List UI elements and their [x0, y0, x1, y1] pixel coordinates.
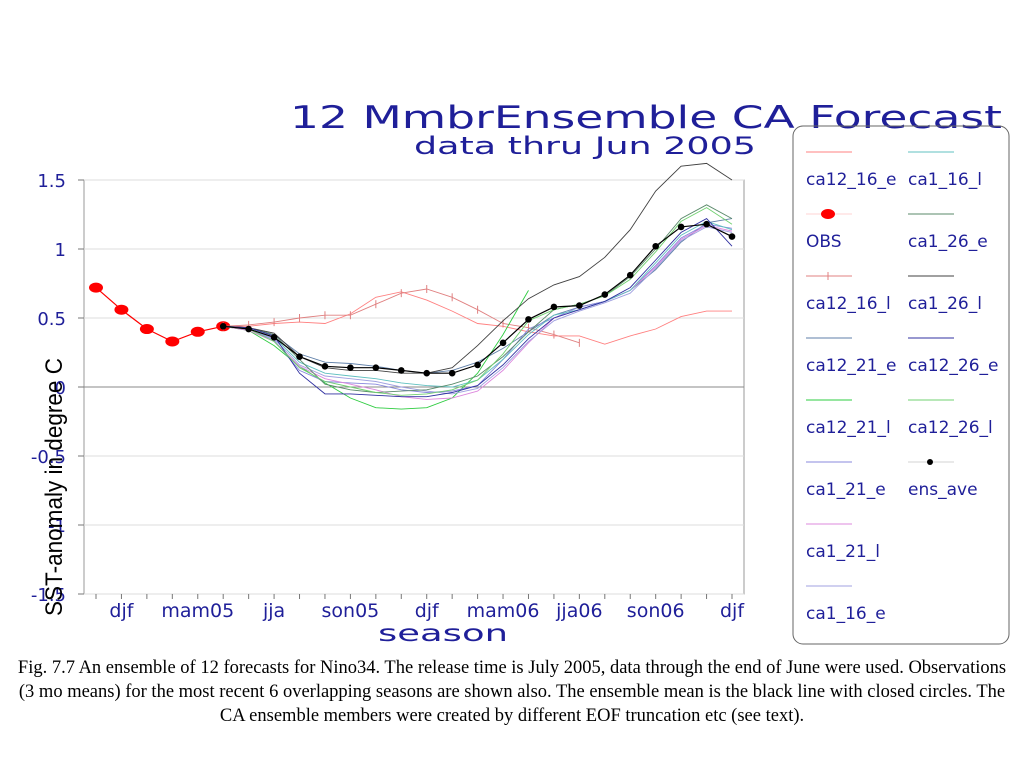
point-ens_ave — [448, 369, 456, 377]
point-ens_ave — [499, 339, 507, 347]
x-tick-label: mam06 — [467, 600, 540, 622]
point-ens_ave — [423, 369, 431, 377]
y-axis-label: SST-anomaly in degree C — [41, 358, 68, 616]
y-tick-label: 0.5 — [37, 309, 66, 330]
point-ens_ave — [626, 271, 634, 279]
legend: ca12_16_eOBSca12_16_lca12_21_eca12_21_lc… — [806, 151, 999, 624]
point-OBS — [165, 336, 180, 347]
point-ens_ave — [347, 364, 354, 371]
series-line-ca1_16_e — [223, 226, 733, 395]
legend-item-OBS: OBS — [806, 209, 852, 252]
point-ens_ave — [728, 233, 736, 240]
y-tick-label: -0.5 — [31, 447, 66, 468]
point-ens_ave — [525, 316, 532, 323]
chart-title: 12 MmbrEnsemble CA Forecast — [290, 100, 1002, 136]
legend-item-ca1_16_e: ca1_16_e — [806, 585, 886, 624]
x-tick-label: jja06 — [555, 600, 602, 622]
legend-label: ca1_26_e — [908, 232, 988, 252]
series-line-ca1_21_l — [223, 225, 733, 400]
point-ens_ave — [270, 334, 278, 341]
y-tick-labels: 1.5 1 0.5 0 -0.5 -1 -1.5 — [31, 171, 66, 606]
legend-item-ens_ave: ens_ave — [908, 459, 978, 500]
x-tick-label: son06 — [627, 600, 685, 622]
legend-box — [792, 125, 1010, 645]
point-OBS — [190, 326, 205, 337]
point-OBS — [114, 304, 129, 315]
point-OBS — [89, 282, 103, 293]
legend-label: ca12_16_l — [806, 294, 891, 314]
legend-label: ca12_26_e — [908, 356, 999, 376]
legend-label: ca1_16_l — [908, 170, 982, 190]
point-ens_ave — [321, 363, 329, 370]
legend-label: ca1_21_l — [806, 542, 880, 562]
point-OBS — [139, 324, 154, 335]
legend-label: ens_ave — [908, 480, 978, 500]
point-ens_ave — [601, 291, 609, 298]
legend-label: ca12_16_e — [806, 170, 897, 190]
point-ens_ave — [550, 303, 558, 311]
point-ens_ave — [245, 325, 252, 333]
legend-item-ca1_21_e: ca1_21_e — [806, 461, 886, 500]
x-tick-labels: djf mam05 jja son05 djf mam06 jja06 son06 djf — [109, 600, 745, 622]
x-tick-label: djf — [720, 600, 745, 622]
series-line-ca12_21_e — [223, 218, 733, 374]
series-line-ca12_26_e — [223, 218, 733, 398]
series-line-ca12_26_l — [223, 207, 733, 396]
point-ens_ave — [296, 353, 303, 360]
y-tick-label: -1.5 — [31, 585, 66, 606]
legend-marker — [927, 459, 933, 465]
series-line-ca12_16_e — [223, 291, 732, 345]
legend-item-ca1_26_e: ca1_26_e — [908, 213, 988, 252]
point-ens_ave — [372, 364, 380, 371]
point-ens_ave — [474, 361, 481, 369]
point-ens_ave — [677, 223, 685, 231]
legend-item-ca12_21_e: ca12_21_e — [806, 337, 897, 376]
x-tick-label: mam05 — [161, 600, 234, 622]
series-line-ca1_26_e — [223, 204, 733, 393]
legend-label: ca12_26_l — [908, 418, 993, 438]
legend-label: ca1_21_e — [806, 480, 886, 500]
point-ens_ave — [652, 242, 659, 250]
legend-item-ca1_21_l: ca1_21_l — [806, 523, 880, 562]
point-ens_ave — [219, 322, 227, 330]
point-ens_ave — [576, 302, 583, 309]
x-tick-label: jja — [262, 600, 285, 622]
y-tick-label: 1 — [55, 240, 66, 261]
legend-label: ca1_16_e — [806, 604, 886, 624]
legend-item-ca12_16_l: ca12_16_l — [806, 272, 891, 314]
legend-label: OBS — [806, 232, 842, 252]
legend-marker — [821, 209, 835, 219]
series-lines — [89, 162, 736, 410]
legend-item-ca1_26_l: ca1_26_l — [908, 275, 982, 314]
legend-item-ca12_26_l: ca12_26_l — [908, 399, 993, 438]
legend-item-ca12_16_e: ca12_16_e — [806, 151, 897, 190]
legend-item-ca12_26_e: ca12_26_e — [908, 337, 999, 376]
legend-label: ca12_21_l — [806, 418, 891, 438]
x-axis-label: season — [378, 621, 508, 647]
gridlines — [78, 179, 744, 599]
y-tick-label: 1.5 — [37, 171, 66, 192]
legend-item-ca1_16_l: ca1_16_l — [908, 151, 982, 190]
x-tick-label: djf — [109, 600, 134, 622]
legend-label: ca12_21_e — [806, 356, 897, 376]
y-tick-label: -1 — [48, 516, 66, 537]
point-ens_ave — [397, 367, 405, 374]
x-tick-label: djf — [415, 600, 440, 622]
legend-label: ca1_26_l — [908, 294, 982, 314]
x-tick-label: son05 — [322, 600, 380, 622]
legend-item-ca12_21_l: ca12_21_l — [806, 399, 891, 438]
series-line-ca12_21_l — [223, 290, 529, 410]
point-ens_ave — [703, 220, 710, 228]
figure-caption: Fig. 7.7 An ensemble of 12 forecasts for… — [17, 658, 1007, 726]
chart-subtitle: data thru Jun 2005 — [414, 132, 756, 160]
y-tick-label: 0 — [55, 378, 66, 399]
